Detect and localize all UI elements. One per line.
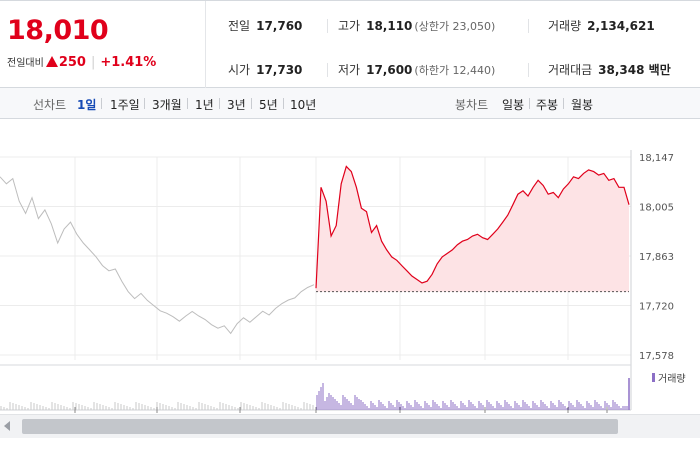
line-chart-label: 선차트 <box>33 98 67 112</box>
divider <box>219 98 220 109</box>
divider <box>101 98 102 109</box>
scroll-left-arrow-icon[interactable] <box>4 421 10 431</box>
divider <box>528 19 529 33</box>
previous-price-line <box>0 176 315 335</box>
period-1w-tab[interactable]: 1주일 <box>110 98 140 112</box>
y-tick-label: 17,578 <box>639 351 674 362</box>
divider <box>187 98 188 109</box>
scrollbar-thumb[interactable] <box>22 419 618 434</box>
y-tick-label: 18,147 <box>639 153 674 164</box>
change-row: 전일대비 250 | +1.41% <box>7 54 156 70</box>
change-percent: +1.41% <box>100 55 157 70</box>
period-1y-tab[interactable]: 1년 <box>195 98 214 112</box>
chart-scrollbar[interactable] <box>0 414 700 438</box>
y-tick-label: 17,720 <box>639 302 674 313</box>
candle-daily-tab[interactable]: 일봉 <box>502 98 525 112</box>
price-summary: 18,010 전일대비 250 | +1.41% 전일 17,760 고가 18,110(… <box>0 0 700 88</box>
y-tick-label: 17,863 <box>639 252 674 263</box>
period-10y-tab[interactable]: 10년 <box>290 98 317 112</box>
change-label: 전일대비 <box>7 58 44 69</box>
volume-legend-swatch <box>652 373 655 382</box>
volume-legend-label: 거래량 <box>658 373 686 385</box>
period-1d-tab[interactable]: 1일 <box>77 98 97 112</box>
current-price: 18,010 <box>7 15 109 46</box>
period-3y-tab[interactable]: 3년 <box>227 98 246 112</box>
divider <box>327 63 328 77</box>
intraday-price-chart[interactable]: 18,147 18,005 17,863 17,720 17,578 거래량 <box>0 120 700 414</box>
candle-weekly-tab[interactable]: 주봉 <box>536 98 559 112</box>
divider <box>283 98 284 109</box>
chart-period-toolbar: 선차트 1일 1주일 3개월 1년 3년 5년 10년 봉차트 일봉 주봉 월봉 <box>0 88 700 119</box>
divider <box>144 98 145 109</box>
period-5y-tab[interactable]: 5년 <box>259 98 278 112</box>
divider <box>529 98 530 109</box>
low-price: 저가 17,600 (하한가 12,440) <box>338 63 496 77</box>
today-price-line <box>315 165 630 289</box>
divider <box>528 63 529 77</box>
divider <box>327 19 328 33</box>
divider: | <box>90 55 96 70</box>
change-amount: 250 <box>58 55 86 70</box>
y-tick-label: 18,005 <box>639 203 674 214</box>
candle-monthly-tab[interactable]: 월봉 <box>571 98 594 112</box>
price-area-fill <box>316 166 629 292</box>
candle-chart-label: 봉차트 <box>455 98 489 112</box>
high-price: 고가 18,110 (상한가 23,050) <box>338 19 496 33</box>
trade-value: 거래대금 38,348 백만 <box>548 63 671 77</box>
divider <box>563 98 564 109</box>
up-triangle-icon <box>45 56 58 67</box>
volume: 거래량 2,134,621 <box>548 19 655 33</box>
prev-close: 전일 17,760 <box>228 19 303 33</box>
open-price: 시가 17,730 <box>228 63 303 77</box>
period-3m-tab[interactable]: 3개월 <box>152 98 182 112</box>
current-price-box: 18,010 전일대비 250 | +1.41% <box>0 1 206 88</box>
divider <box>251 98 252 109</box>
